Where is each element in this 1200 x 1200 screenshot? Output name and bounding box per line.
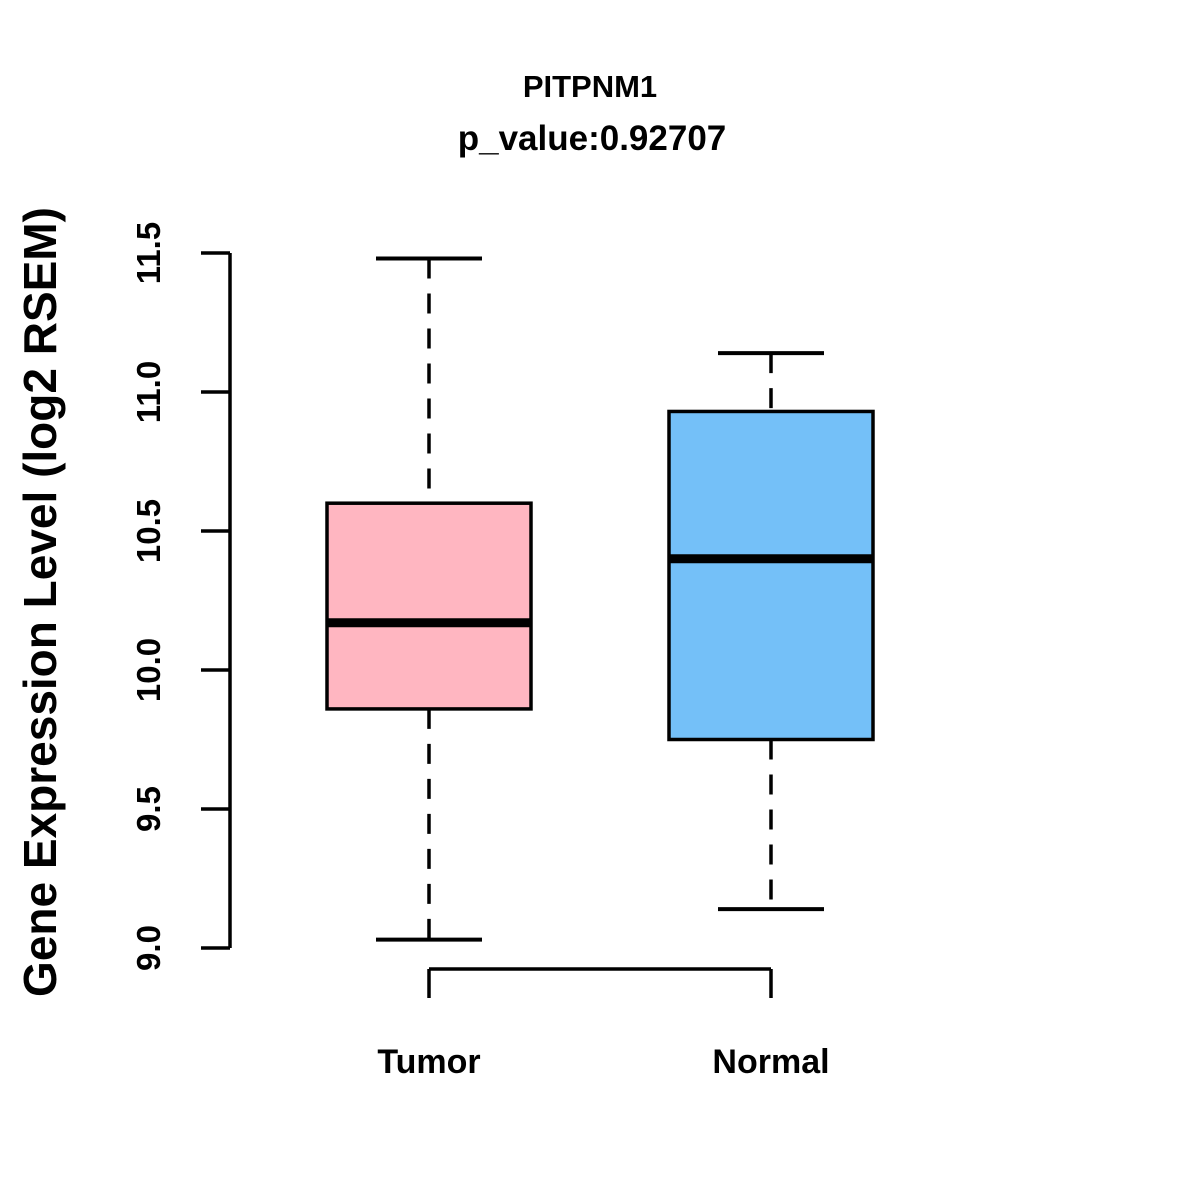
y-tick-label: 11.0 xyxy=(130,361,167,423)
y-tick-label: 10.0 xyxy=(130,638,167,702)
chart-title: PITPNM1 xyxy=(523,69,657,104)
x-category-label-tumor: Tumor xyxy=(377,1043,480,1081)
y-axis-label: Gene Expression Level (log2 RSEM) xyxy=(14,207,66,997)
boxplot-series xyxy=(325,256,875,942)
y-tick-label: 10.5 xyxy=(130,499,167,563)
iqr-box xyxy=(667,409,875,742)
y-axis: 9.0 9.5 10.0 10.5 11.0 11.5 xyxy=(130,222,232,971)
x-axis: Tumor Normal xyxy=(377,967,830,1081)
tumor-boxplot xyxy=(325,256,533,942)
y-tick-label: 9.5 xyxy=(130,786,167,832)
normal-boxplot xyxy=(667,351,875,912)
y-tick-label: 11.5 xyxy=(130,222,167,284)
iqr-box xyxy=(325,501,533,711)
chart-subtitle: p_value:0.92707 xyxy=(458,119,727,158)
x-category-label-normal: Normal xyxy=(712,1043,829,1081)
y-tick-label: 9.0 xyxy=(130,925,167,971)
